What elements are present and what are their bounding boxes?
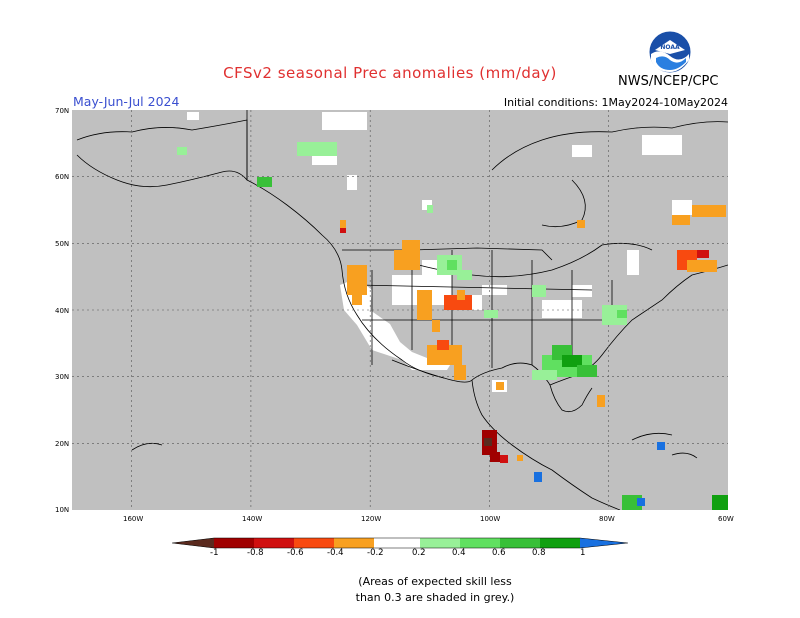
forecast-period: May-Jun-Jul 2024: [73, 94, 180, 109]
lat-label: 40N: [55, 307, 70, 315]
legend-label: 0.8: [532, 548, 546, 558]
map-title: CFSv2 seasonal Prec anomalies (mm/day): [223, 64, 557, 82]
legend-swatch: [460, 538, 500, 548]
legend-label: -0.8: [247, 548, 264, 558]
lon-label: 80W: [599, 515, 615, 523]
legend-label: 0.2: [412, 548, 426, 558]
legend-swatch: [500, 538, 540, 548]
skill-note-line1: (Areas of expected skill less: [358, 575, 512, 588]
legend-swatch: [334, 538, 374, 548]
svg-text:NOAA: NOAA: [660, 44, 680, 51]
legend-swatch: [420, 538, 460, 548]
precip-anomaly-map: [72, 110, 728, 510]
legend-label: 0.6: [492, 548, 506, 558]
initial-conditions: Initial conditions: 1May2024-10May2024: [503, 96, 728, 109]
agency-label: NWS/NCEP/CPC: [618, 74, 719, 89]
lat-label: 10N: [55, 506, 70, 514]
coastlines: [76, 110, 728, 510]
lon-label: 100W: [480, 515, 501, 523]
legend-swatch: [580, 538, 628, 548]
lon-label: 120W: [361, 515, 382, 523]
lat-label: 30N: [55, 373, 70, 381]
legend-label: -0.2: [367, 548, 384, 558]
wet-anomalies: [177, 142, 728, 510]
legend-swatch: [214, 538, 254, 548]
skill-note-line2: than 0.3 are shaded in grey.): [355, 591, 515, 604]
lon-label: 140W: [242, 515, 263, 523]
lon-label: 160W: [123, 515, 144, 523]
legend-label: -0.4: [327, 548, 344, 558]
legend-label: 0.4: [452, 548, 466, 558]
lat-label: 60N: [55, 173, 70, 181]
skill-mask-background: [72, 110, 728, 510]
legend-swatch: [172, 538, 214, 548]
lat-label: 70N: [55, 107, 70, 115]
legend-swatch: [374, 538, 420, 548]
noaa-logo: NOAA: [648, 30, 692, 74]
legend-swatch: [540, 538, 580, 548]
legend-label: 1: [580, 548, 586, 558]
lat-label: 20N: [55, 440, 70, 448]
color-legend-bar: [172, 537, 628, 549]
legend-label: -0.6: [287, 548, 304, 558]
lat-label: 50N: [55, 240, 70, 248]
lon-label: 60W: [718, 515, 734, 523]
legend-label: -1: [210, 548, 219, 558]
legend-swatch: [254, 538, 294, 548]
legend-swatch: [294, 538, 334, 548]
dry-anomalies: [340, 205, 726, 463]
